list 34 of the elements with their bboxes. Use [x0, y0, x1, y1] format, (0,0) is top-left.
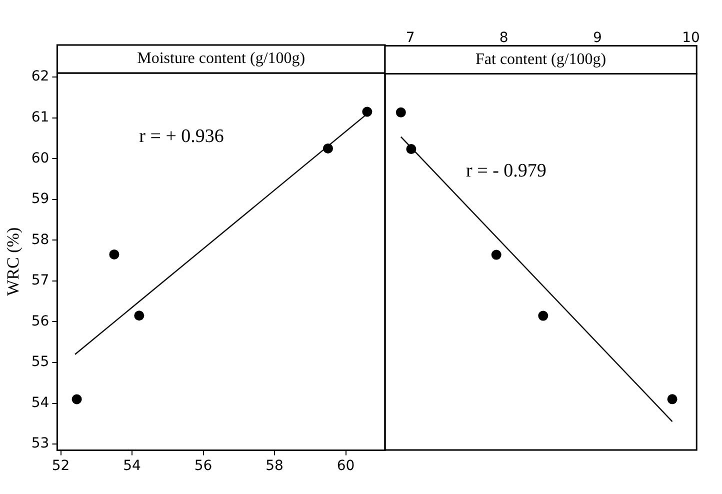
y-tick-label: 62 — [31, 68, 50, 85]
y-tick-label: 60 — [31, 150, 50, 166]
y-tick-label: 59 — [31, 191, 50, 208]
x-tick-label: 10 — [682, 30, 700, 46]
chart-title: Fat content (g/100g) — [475, 51, 606, 68]
x-tick-label: 54 — [123, 458, 142, 474]
point — [396, 107, 406, 118]
point — [362, 106, 372, 117]
point — [72, 394, 82, 404]
point — [134, 310, 144, 321]
annotation: r = + 0.936 — [139, 126, 224, 148]
y-tick-label: 58 — [31, 232, 50, 248]
point — [538, 310, 548, 321]
y-tick-label: 56 — [31, 313, 50, 330]
y-tick-label: 57 — [31, 272, 50, 289]
point — [667, 394, 678, 404]
chart-title: Moisture content (g/100g) — [137, 50, 306, 68]
x-tick-label: 60 — [336, 458, 355, 474]
y-tick-label: 53 — [31, 436, 50, 452]
point — [322, 143, 333, 154]
point — [109, 249, 120, 260]
point — [406, 144, 416, 154]
x-tick-label: 9 — [592, 30, 602, 46]
x-tick-label: 56 — [194, 458, 212, 474]
annotation: r = - 0.979 — [466, 160, 546, 182]
x-tick-label: 8 — [499, 30, 508, 46]
y-tick-label: 61 — [31, 109, 50, 126]
x-tick-label: 58 — [266, 458, 284, 474]
y-tick-label: 54 — [31, 394, 50, 411]
y-axis-title: WRC (%) — [4, 227, 23, 296]
point — [491, 250, 502, 260]
y-tick-label: 55 — [31, 354, 50, 370]
x-tick-label: 52 — [52, 458, 70, 474]
x-tick-label: 7 — [406, 30, 415, 46]
